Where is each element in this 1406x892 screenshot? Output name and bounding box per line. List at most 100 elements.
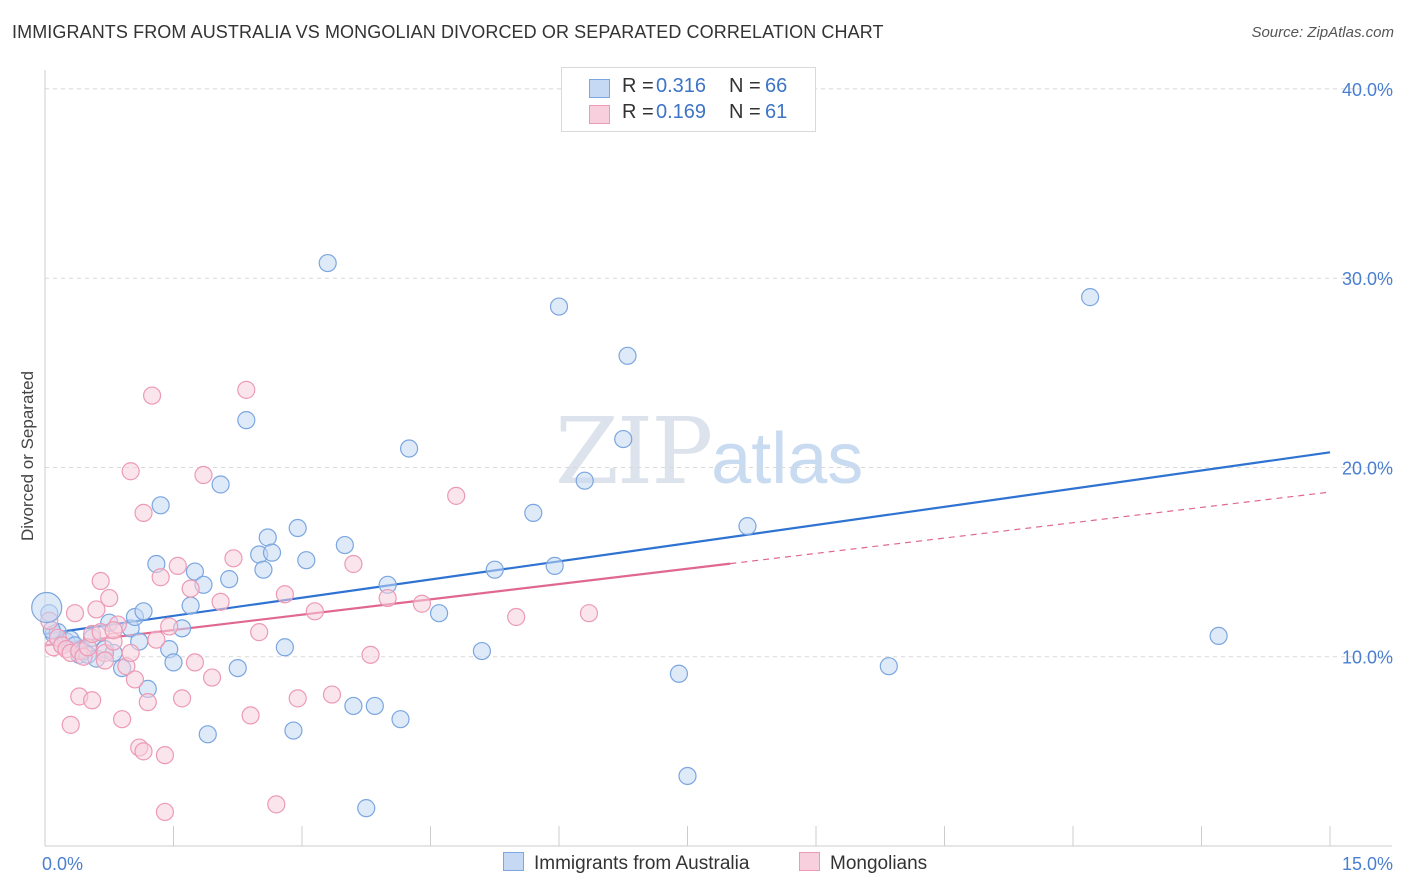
chart-title: IMMIGRANTS FROM AUSTRALIA VS MONGOLIAN D…	[12, 22, 884, 42]
bottom-legend-swatch-australia	[503, 852, 524, 871]
point-mongolians	[155, 746, 175, 765]
point-mongolians	[121, 462, 140, 481]
point-australia	[198, 725, 217, 744]
point-mongolians	[65, 604, 85, 623]
legend-swatch-mongolians	[589, 105, 610, 124]
point-australia	[429, 604, 449, 623]
point-mongolians	[250, 623, 269, 642]
point-mongolians	[142, 386, 162, 405]
legend-r-label: R =	[622, 101, 654, 123]
point-australia	[220, 570, 239, 589]
data-points	[31, 253, 1228, 822]
point-mongolians	[138, 693, 157, 712]
y-axis-label: Divorced or Separated	[18, 371, 37, 541]
point-mongolians	[412, 594, 432, 613]
point-mongolians	[155, 802, 175, 822]
point-australia	[472, 641, 491, 661]
point-mongolians	[202, 668, 222, 687]
legend-r-label: R =	[622, 75, 654, 97]
legend-n-value: 61	[765, 101, 788, 123]
point-australia	[288, 518, 307, 538]
point-mongolians	[267, 795, 286, 814]
point-australia	[258, 528, 277, 547]
point-australia	[318, 253, 337, 273]
point-australia	[275, 638, 294, 657]
point-mongolians	[185, 653, 205, 672]
point-australia	[134, 602, 153, 621]
point-mongolians	[447, 486, 466, 505]
point-mongolians	[100, 588, 119, 608]
legend-n-label: N =	[729, 101, 761, 123]
point-mongolians	[275, 585, 294, 604]
point-mongolians	[224, 549, 243, 568]
point-mongolians	[305, 602, 324, 621]
point-mongolians	[61, 715, 80, 734]
point-australia	[1081, 288, 1100, 307]
point-australia	[237, 411, 256, 430]
point-mongolians	[344, 554, 363, 574]
point-australia	[618, 346, 637, 365]
point-australia	[365, 696, 384, 716]
point-australia	[284, 721, 303, 740]
point-mongolians	[147, 630, 166, 649]
x-tick-label: 0.0%	[42, 854, 83, 874]
point-australia	[485, 560, 504, 579]
point-australia	[335, 535, 354, 555]
bottom-legend-australia: Immigrants from Australia	[503, 852, 749, 875]
y-tick-label: 10.0%	[1342, 648, 1393, 668]
point-australia	[545, 556, 564, 575]
point-mongolians	[151, 568, 170, 587]
point-mongolians	[241, 706, 260, 725]
bottom-legend-swatch-mongolians	[799, 852, 820, 871]
point-mongolians	[288, 689, 307, 708]
trend-lines	[44, 451, 1331, 647]
point-mongolians	[91, 571, 110, 591]
point-australia	[185, 562, 205, 581]
point-mongolians	[134, 742, 153, 761]
point-mongolians	[194, 465, 213, 485]
tick-labels: 10.0% 20.0% 30.0% 40.0% 0.0% 15.0%	[42, 80, 1393, 874]
point-australia	[614, 429, 633, 449]
point-mongolians	[83, 691, 102, 710]
bottom-legend-label-mongolians: Mongolians	[830, 853, 928, 874]
legend-row-mongolians: R = 0.169 N = 61	[562, 101, 812, 127]
point-mongolians	[134, 503, 153, 522]
axes	[44, 70, 1392, 847]
point-mongolians	[87, 600, 106, 619]
point-australia	[254, 560, 273, 579]
point-mongolians	[168, 556, 187, 575]
point-mongolians	[322, 685, 342, 704]
point-australia	[399, 439, 419, 458]
legend-n-label: N =	[729, 75, 761, 97]
legend-row-australia: R = 0.316 N = 66	[562, 75, 812, 101]
legend-n-value: 66	[765, 75, 788, 97]
legend-r-value: 0.169	[656, 101, 707, 123]
point-australia	[31, 591, 63, 624]
point-mongolians	[579, 604, 599, 623]
watermark-atlas: atlas	[711, 419, 864, 499]
point-mongolians	[378, 588, 397, 608]
point-australia	[262, 543, 282, 562]
y-tick-label: 20.0%	[1342, 458, 1393, 478]
point-mongolians	[125, 670, 145, 689]
correlation-legend: R = 0.316 N = 66 R = 0.169 N = 61	[561, 67, 816, 132]
point-mongolians	[172, 689, 192, 708]
point-australia	[297, 551, 316, 570]
point-australia	[678, 766, 697, 786]
source-label: Source: ZipAtlas.com	[1251, 24, 1394, 41]
point-australia	[357, 799, 376, 818]
point-mongolians	[237, 380, 256, 399]
point-australia	[524, 503, 543, 522]
point-australia	[738, 517, 757, 536]
y-tick-label: 40.0%	[1342, 80, 1393, 100]
point-australia	[181, 596, 200, 615]
point-australia	[164, 653, 183, 672]
point-australia	[228, 658, 247, 678]
point-australia	[391, 710, 410, 729]
legend-swatch-australia	[589, 79, 610, 98]
point-australia	[669, 664, 689, 683]
point-mongolians	[121, 643, 140, 663]
point-australia	[151, 496, 170, 515]
legend-r-value: 0.316	[656, 75, 707, 97]
